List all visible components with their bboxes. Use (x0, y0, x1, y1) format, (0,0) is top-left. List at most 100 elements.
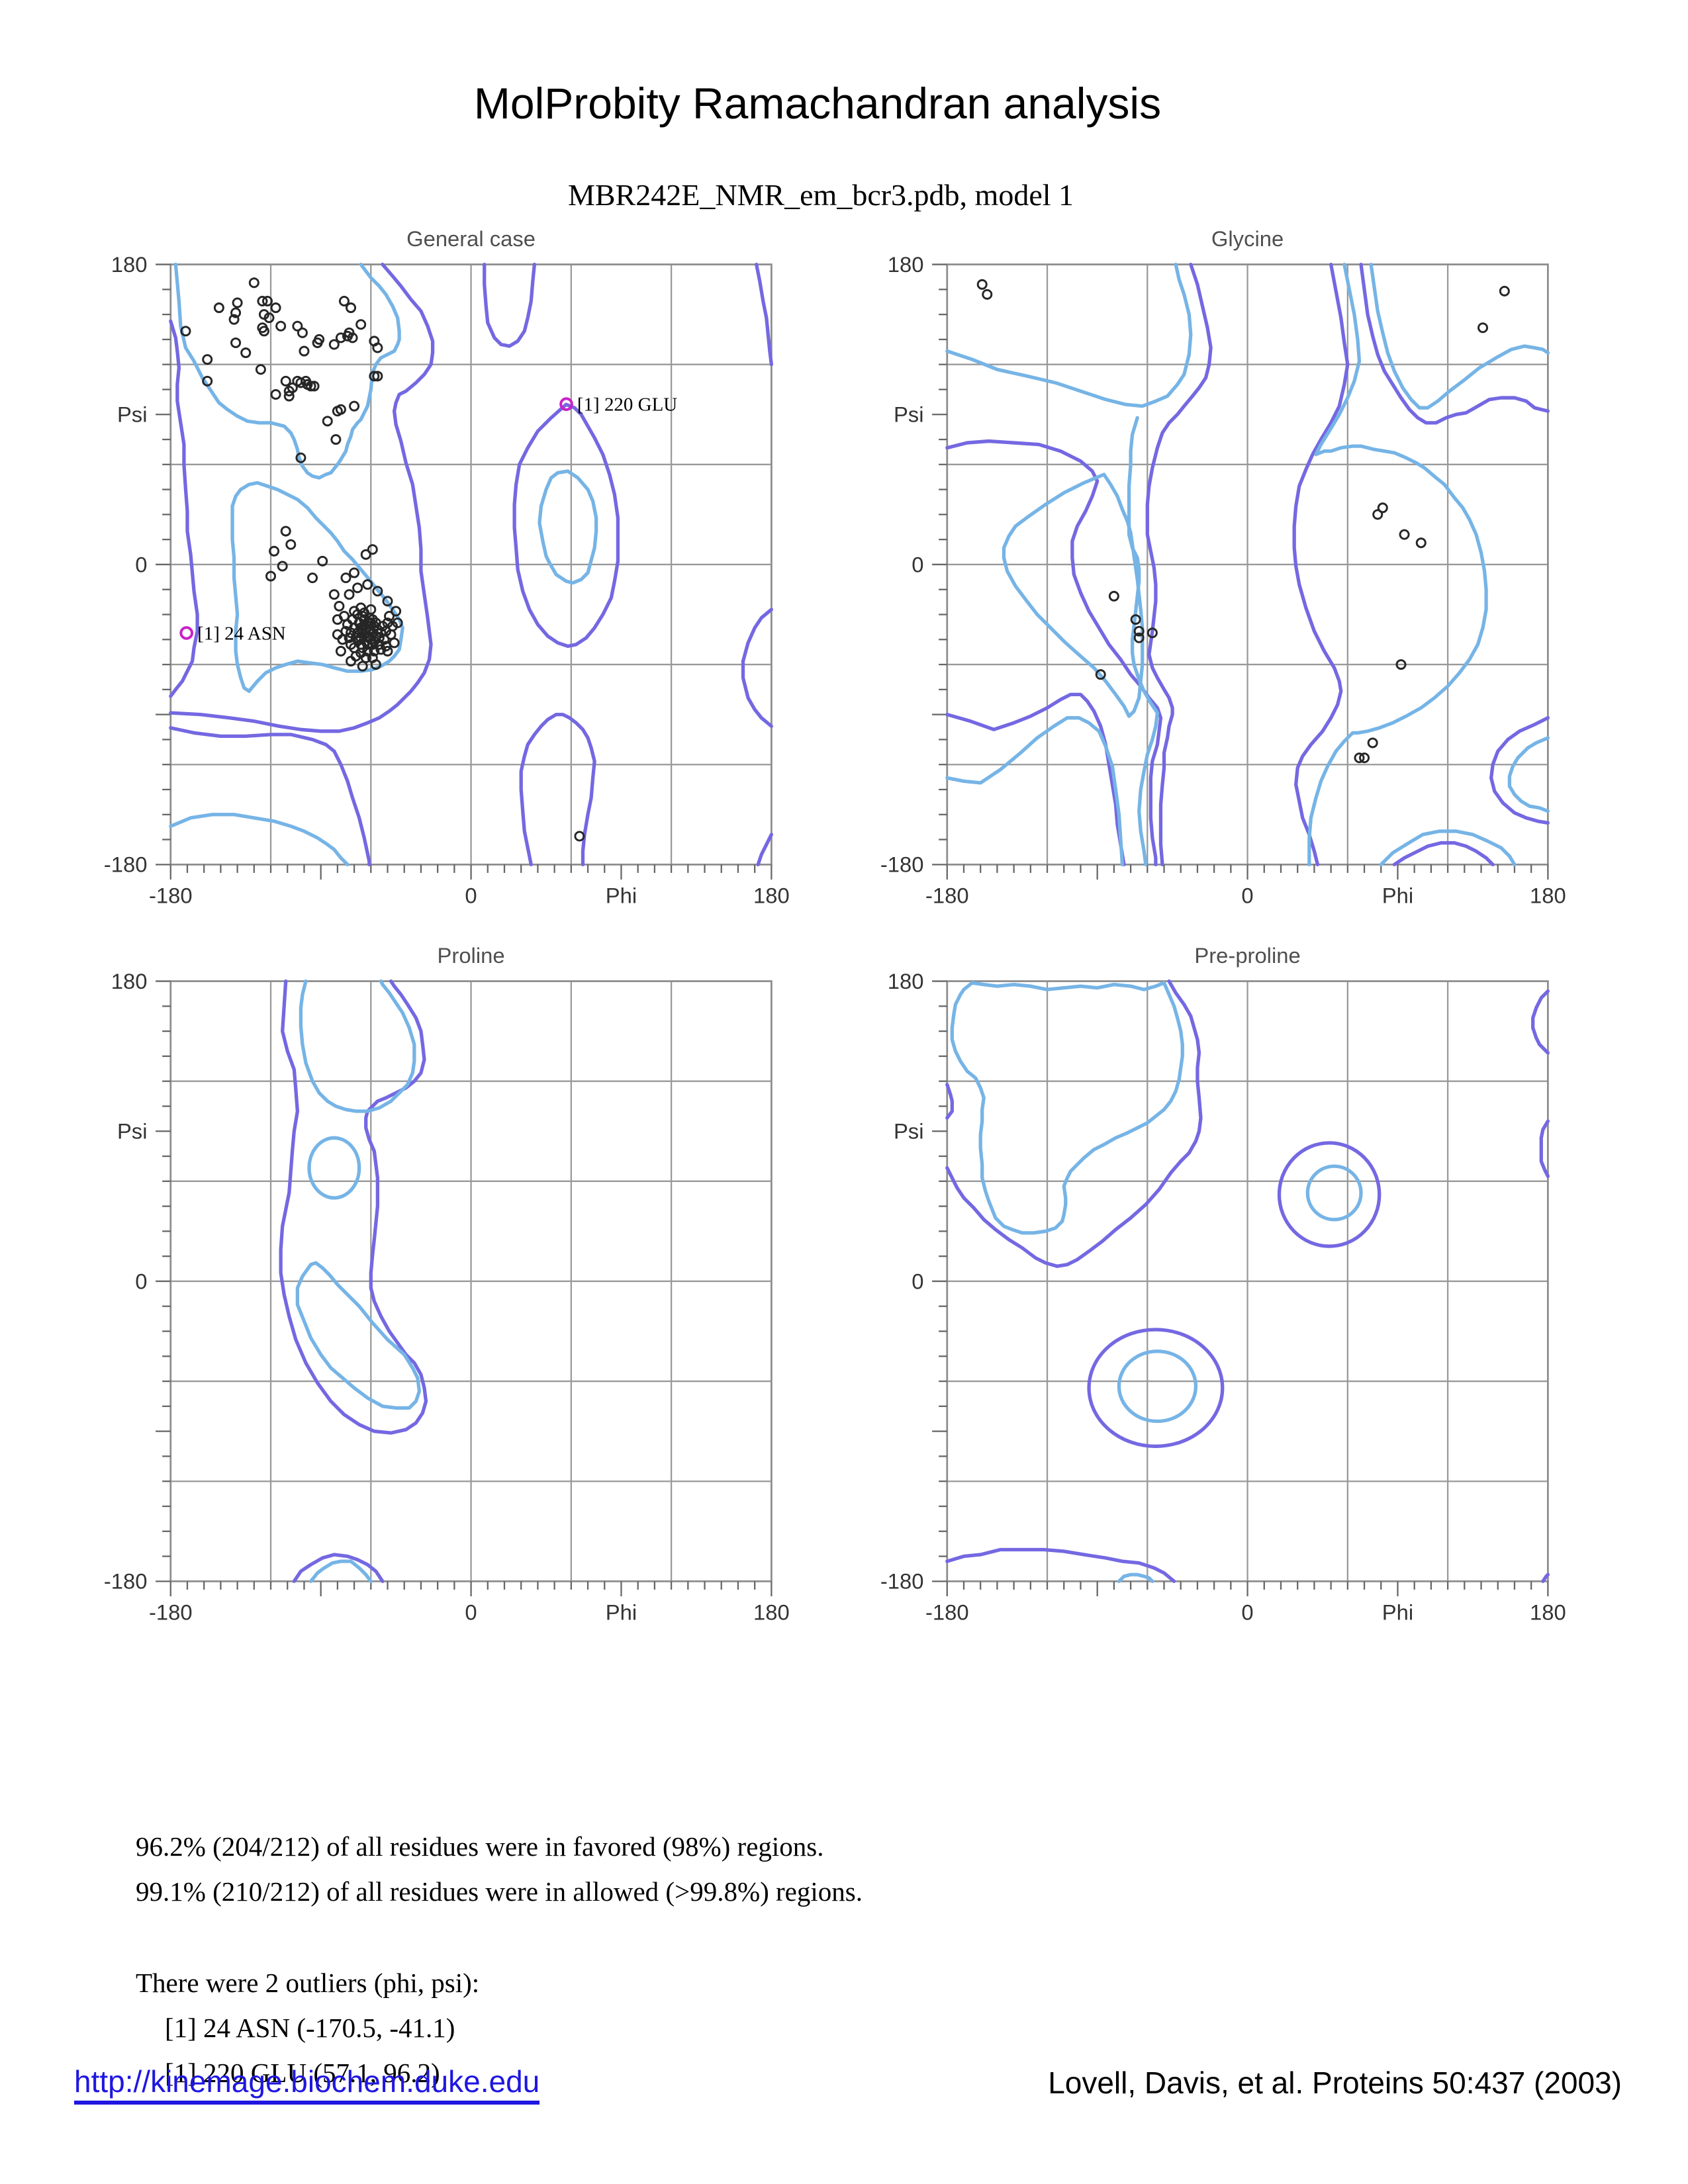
residue-point (1415, 537, 1427, 549)
residue-point (382, 645, 393, 657)
residue-point (1499, 285, 1510, 296)
allowed-region-contour (169, 262, 435, 733)
residue-point (344, 589, 355, 600)
ramachandran-plot-glycine: -180 0 Phi 180 180 Psi 0 -180 Glycine (880, 226, 1566, 907)
allowed-region-contour (292, 1553, 385, 1583)
residue-point (360, 549, 371, 560)
residue-point (1133, 632, 1145, 643)
allowed-region-contour (169, 319, 199, 698)
residue-point (261, 295, 273, 306)
residue-point (365, 604, 377, 615)
residue-point (360, 652, 371, 663)
outlier-marker (559, 397, 573, 411)
y-tick-label: 0 (135, 552, 147, 576)
residue-point (322, 416, 333, 427)
residue-point (314, 334, 325, 345)
favored-region-contour (950, 981, 1184, 1235)
y-tick-label: 180 (111, 252, 148, 277)
residue-point (352, 582, 363, 594)
x-tick-label: -180 (149, 883, 193, 907)
residue-point (355, 319, 367, 330)
y-tick-label: -180 (880, 1569, 924, 1594)
statistics-block: 96.2% (204/212) of all residues were in … (136, 1824, 863, 2095)
x-tick-label: Phi (606, 883, 637, 907)
spacer (136, 1914, 863, 1960)
ramachandran-plot-proline: -180 0 Phi 180 180 Psi 0 -180 Proline (104, 943, 790, 1624)
y-tick-label: -180 (104, 1569, 148, 1594)
residue-point (230, 337, 242, 348)
residue-point (265, 570, 277, 582)
residue-point (280, 375, 291, 387)
favored-region-contour (1117, 1349, 1198, 1424)
residue-point (335, 645, 346, 657)
favored-region-contour (1507, 736, 1550, 813)
allowed-region-contour (945, 979, 1203, 1268)
allowed-region-contour (1277, 1141, 1382, 1248)
residue-point (213, 302, 224, 314)
residue-point (350, 651, 361, 662)
favored-region-contour (945, 716, 1125, 866)
residue-point (362, 579, 373, 590)
residue-point (335, 332, 346, 343)
x-tick-label: 0 (465, 1600, 477, 1624)
residue-point (373, 632, 385, 643)
residue-point (180, 326, 191, 337)
allowed-region-contour (1541, 1572, 1550, 1583)
residue-point (263, 312, 275, 324)
favored-region-contour (307, 1136, 361, 1200)
favored-region-contour (169, 813, 350, 866)
y-tick-label: 180 (888, 969, 924, 993)
residue-point (202, 375, 213, 387)
residue-point (292, 320, 303, 332)
residue-point (330, 434, 342, 445)
favored-region-contour (308, 1559, 373, 1583)
residue-point (317, 555, 328, 567)
kinemage-link[interactable]: http://kinemage.biochem.duke.edu (74, 2064, 540, 2105)
allowed-region-contour (169, 726, 371, 866)
y-tick-label: -180 (880, 852, 924, 877)
residue-point (380, 641, 391, 652)
y-tick-label: 180 (111, 969, 148, 993)
favored-region-contour (945, 262, 1193, 408)
allowed-region-contour (945, 692, 1126, 866)
residue-point (338, 611, 350, 622)
residue-point (230, 307, 242, 318)
residue-point (270, 302, 281, 314)
residue-point (389, 637, 400, 649)
residue-point (1095, 669, 1106, 680)
residue-point (574, 831, 585, 842)
residue-point (1130, 614, 1141, 625)
x-tick-label: 0 (1241, 1600, 1253, 1624)
outlier-label: [1] 24 ASN (197, 623, 286, 645)
x-tick-label: Phi (1382, 1600, 1413, 1624)
residue-point (255, 364, 266, 375)
residue-point (1477, 322, 1489, 334)
residue-point (349, 400, 360, 412)
residue-point (257, 295, 268, 306)
residue-point (1395, 659, 1407, 670)
plot-title: Proline (438, 943, 505, 968)
x-tick-label: 180 (753, 1600, 790, 1624)
allowed-region-contour (741, 608, 774, 728)
y-tick-label: -180 (104, 852, 148, 877)
favored-region-contour (1369, 262, 1550, 410)
residue-point (387, 621, 399, 632)
allowed-region-contour (279, 979, 428, 1435)
residue-point (347, 332, 358, 343)
residue-point (269, 545, 280, 557)
ramachandran-plot-general-case: -180 0 Phi 180 180 Psi 0 -180 [1] 24 ASN [1] 220 … (104, 226, 790, 907)
outlier-entry-24-asn: [1] 24 ASN (-170.5, -41.1) (165, 2013, 455, 2043)
residue-point (280, 525, 291, 537)
residue-point (982, 289, 993, 300)
residue-point (202, 354, 213, 365)
favored-region-contour (538, 469, 598, 585)
residue-point (287, 382, 298, 393)
plot-title: General case (406, 226, 536, 251)
residue-point (308, 381, 320, 392)
favored-region-contour (1307, 262, 1488, 866)
residue-point (369, 645, 380, 657)
residue-point (305, 381, 316, 392)
residue-point (1354, 752, 1365, 764)
allowed-region-contour (1489, 716, 1550, 825)
